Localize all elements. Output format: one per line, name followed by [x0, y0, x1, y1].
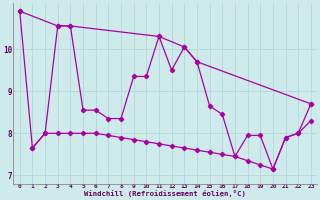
- X-axis label: Windchill (Refroidissement éolien,°C): Windchill (Refroidissement éolien,°C): [84, 190, 246, 197]
